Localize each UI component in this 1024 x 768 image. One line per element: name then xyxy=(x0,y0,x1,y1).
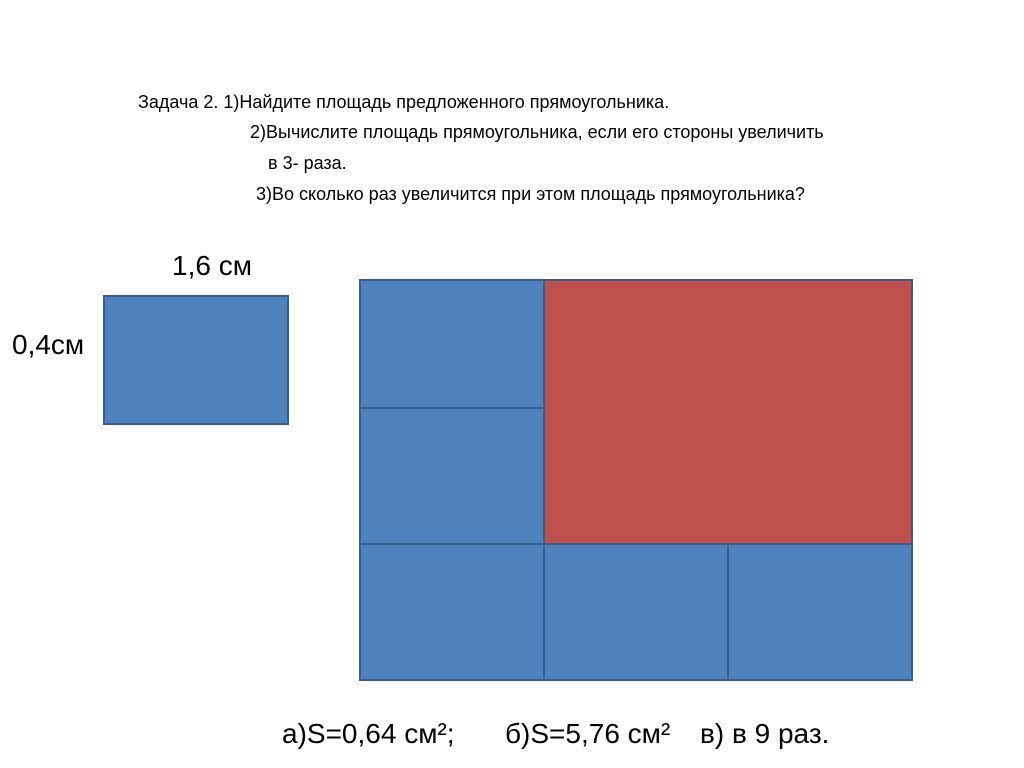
red-rectangle xyxy=(543,279,913,545)
small-rectangle xyxy=(103,295,289,425)
task-line: Задача 2. 1)Найдите площадь предложенног… xyxy=(138,92,670,112)
grid-cell xyxy=(727,543,913,681)
grid-cell xyxy=(543,543,729,681)
answer: б)S=5,76 см² xyxy=(505,718,671,749)
task-line: 3)Во сколько раз увеличится при этом пло… xyxy=(256,184,805,204)
width-label: 1,6 см xyxy=(172,250,252,281)
grid-cell xyxy=(359,279,545,409)
grid-cell xyxy=(359,543,545,681)
height-label: 0,4см xyxy=(12,329,85,360)
task-line: в 3- раза. xyxy=(268,153,347,173)
answer: в) в 9 раз. xyxy=(700,718,830,749)
answer: а)S=0,64 см²; xyxy=(282,718,455,749)
task-line: 2)Вычислите площадь прямоугольника, если… xyxy=(250,122,824,142)
grid-cell xyxy=(359,407,545,545)
